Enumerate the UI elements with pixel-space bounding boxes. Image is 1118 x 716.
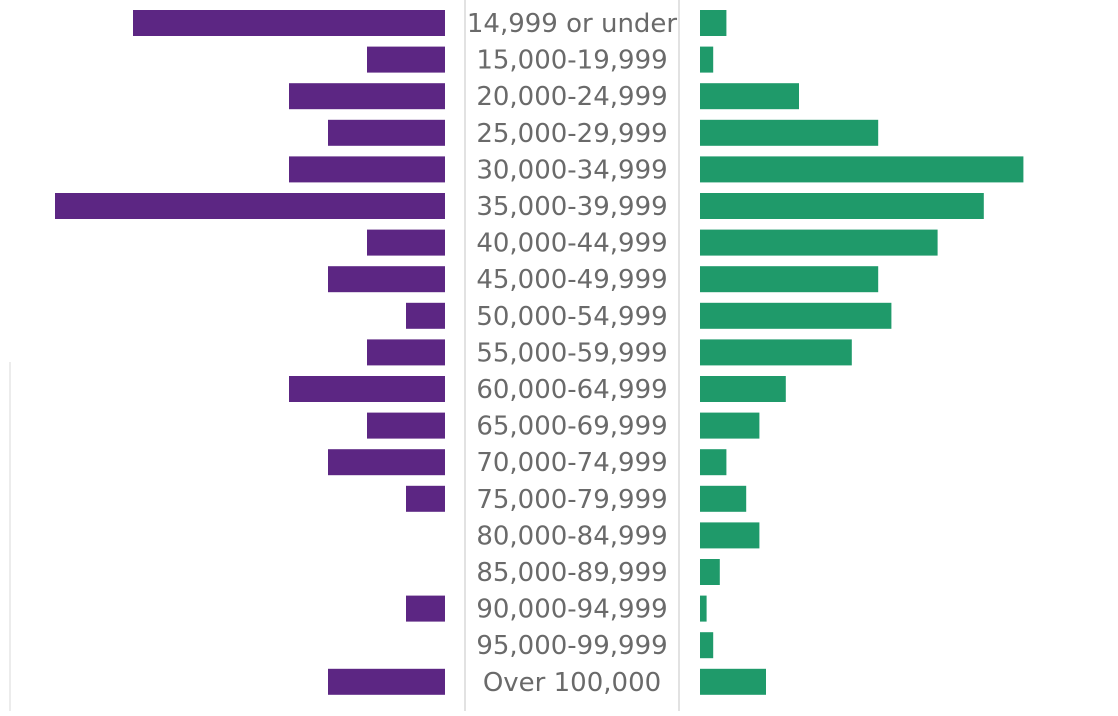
left-bar-11 — [367, 412, 445, 439]
category-label-5: 35,000-39,999 — [476, 192, 667, 222]
category-label-1: 15,000-19,999 — [476, 46, 667, 76]
right-bar-6 — [700, 229, 938, 256]
category-label-0: 14,999 or under — [467, 9, 678, 39]
category-label-14: 80,000-84,999 — [476, 521, 667, 551]
left-bar-10 — [289, 376, 445, 402]
right-bar-9 — [700, 339, 852, 366]
right-bar-0 — [700, 10, 727, 36]
right-bar-5 — [700, 193, 984, 219]
category-label-3: 25,000-29,999 — [476, 119, 667, 149]
category-labels: 14,999 or under 15,000-19,999 20,000-24,99… — [467, 9, 678, 698]
right-bar-18 — [700, 668, 766, 695]
left-bar-4 — [289, 156, 445, 183]
right-series-bars — [700, 10, 1024, 695]
left-bar-0 — [133, 10, 445, 36]
category-label-15: 85,000-89,999 — [476, 558, 667, 588]
left-bar-2 — [289, 83, 445, 110]
right-bar-14 — [700, 522, 760, 549]
right-bar-2 — [700, 83, 799, 110]
right-bar-16 — [700, 595, 707, 622]
left-bar-8 — [406, 302, 445, 329]
category-label-9: 55,000-59,999 — [476, 338, 667, 368]
left-bar-18 — [328, 668, 445, 695]
right-bar-7 — [700, 266, 879, 293]
category-label-10: 60,000-64,999 — [476, 375, 667, 405]
category-label-17: 95,000-99,999 — [476, 631, 667, 661]
right-bar-10 — [700, 376, 786, 402]
category-label-6: 40,000-44,999 — [476, 229, 667, 259]
category-label-4: 30,000-34,999 — [476, 155, 667, 185]
category-label-12: 70,000-74,999 — [476, 448, 667, 478]
right-bar-17 — [700, 632, 714, 659]
right-bar-4 — [700, 156, 1024, 183]
left-bar-7 — [328, 266, 445, 293]
right-bar-13 — [700, 485, 747, 512]
category-label-8: 50,000-54,999 — [476, 302, 667, 332]
left-bar-9 — [367, 339, 445, 366]
right-bar-8 — [700, 302, 892, 329]
left-bar-16 — [406, 595, 445, 622]
left-bar-3 — [328, 119, 445, 146]
category-label-18: Over 100,000 — [483, 668, 661, 698]
left-bar-12 — [328, 449, 445, 476]
category-label-13: 75,000-79,999 — [476, 485, 667, 515]
left-series-bars — [55, 10, 445, 695]
right-bar-12 — [700, 449, 727, 476]
right-bar-1 — [700, 46, 714, 73]
left-bar-5 — [55, 193, 445, 219]
category-label-2: 20,000-24,999 — [476, 82, 667, 112]
left-bar-13 — [406, 485, 445, 512]
right-bar-15 — [700, 559, 720, 585]
category-label-11: 65,000-69,999 — [476, 412, 667, 442]
right-bar-11 — [700, 412, 760, 439]
left-bar-6 — [367, 229, 445, 256]
category-label-16: 90,000-94,999 — [476, 595, 667, 625]
right-bar-3 — [700, 119, 879, 146]
category-label-7: 45,000-49,999 — [476, 265, 667, 295]
left-bar-1 — [367, 46, 445, 73]
